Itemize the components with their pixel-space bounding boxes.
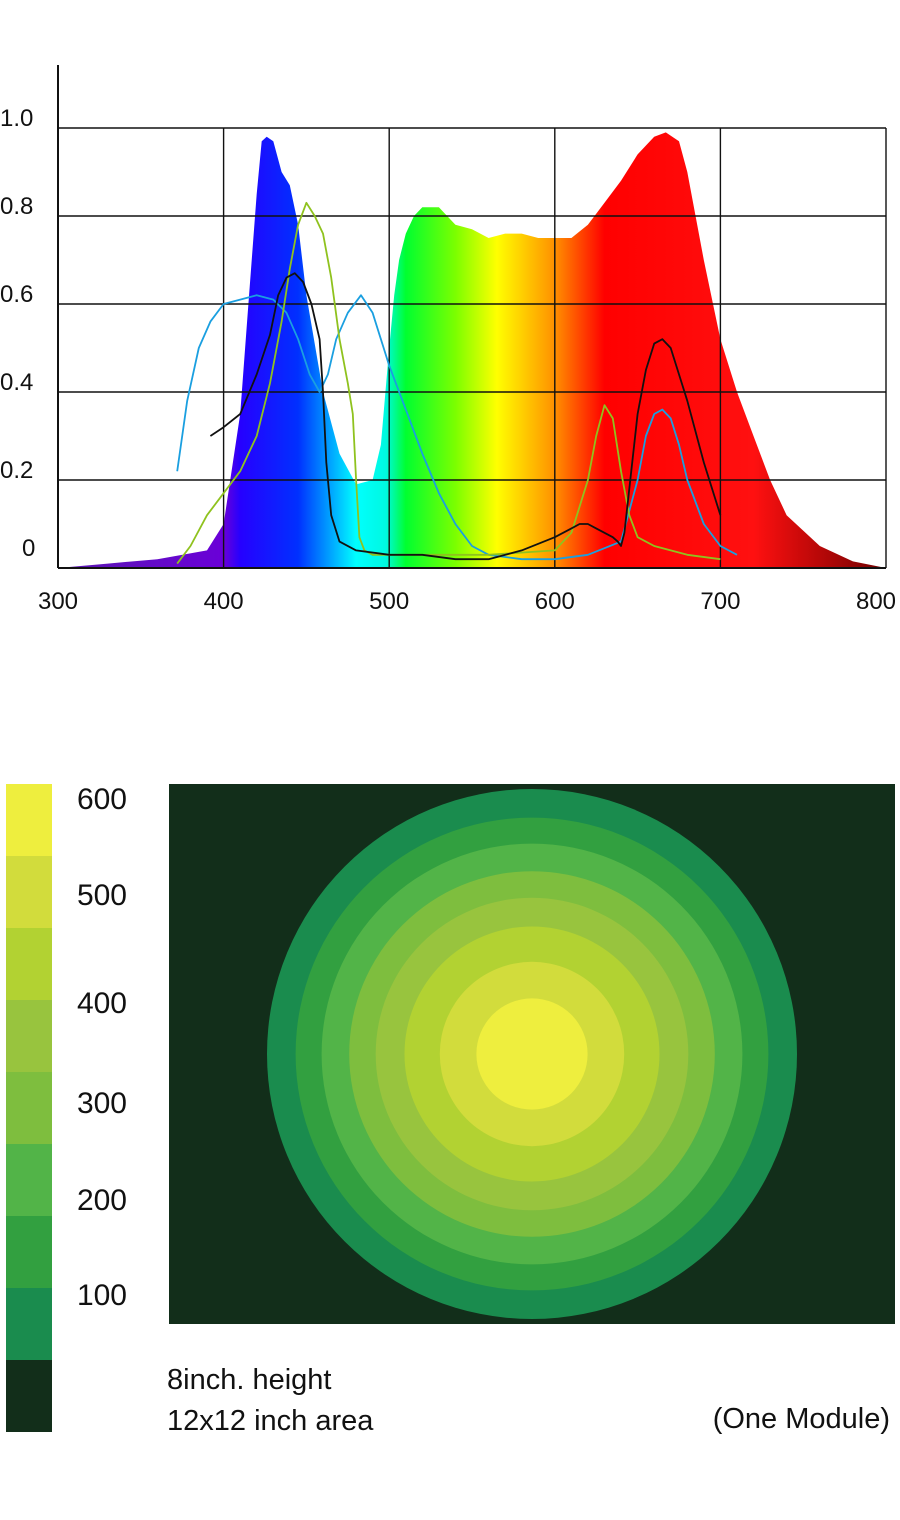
legend-swatch: [6, 1144, 52, 1216]
response-curve-2: [176, 201, 721, 565]
legend-label-400: 400: [76, 987, 127, 1020]
x-tick-labels: 300 400 500 600 700 800: [38, 588, 896, 615]
grid: [58, 127, 887, 568]
spectrum-chart: 0 0.2 0.4 0.6 0.8 1.0 300 400 500 600 700 800: [0, 65, 896, 615]
y-tick-label: 0.6: [0, 281, 33, 308]
x-tick-label: 500: [369, 588, 409, 615]
y-tick-label: 1.0: [0, 105, 33, 132]
x-tick-label: 600: [535, 588, 575, 615]
legend-label-600: 600: [76, 783, 127, 816]
response-curve-1: [176, 294, 738, 561]
ppfd-rings: [267, 789, 797, 1319]
caption-height: 8inch. height: [167, 1364, 332, 1396]
legend-swatch: [6, 856, 52, 928]
y-tick-label: 0.8: [0, 193, 33, 220]
caption-area: 12x12 inch area: [167, 1405, 374, 1437]
x-tick-label: 300: [38, 588, 78, 615]
response-curves: [176, 201, 738, 565]
legend-label-300: 300: [76, 1087, 127, 1120]
legend-swatch: [6, 784, 52, 856]
legend-swatch: [6, 1000, 52, 1072]
x-tick-label: 800: [856, 588, 896, 615]
legend-swatch: [6, 1072, 52, 1144]
legend-swatch: [6, 928, 52, 1000]
y-tick-label: 0: [22, 535, 35, 562]
legend-label-100: 100: [76, 1279, 127, 1312]
y-tick-label: 0.4: [0, 369, 33, 396]
ppfd-ring-7: [476, 998, 588, 1110]
caption-one-module: (One Module): [712, 1403, 890, 1435]
legend-label-200: 200: [76, 1184, 127, 1217]
x-tick-label: 400: [204, 588, 244, 615]
legend-swatch: [6, 1216, 52, 1288]
legend-swatch: [6, 1360, 52, 1432]
y-tick-label: 0.2: [0, 457, 33, 484]
ppfd-legend-bar: [6, 784, 52, 1432]
ppfd-distribution-map: [169, 784, 895, 1324]
legend-label-500: 500: [76, 879, 127, 912]
legend-swatch: [6, 1288, 52, 1360]
x-tick-label: 700: [700, 588, 740, 615]
y-tick-labels: 0 0.2 0.4 0.6 0.8 1.0: [0, 105, 35, 562]
spectrum-area: [58, 132, 886, 568]
response-curve-3: [209, 272, 722, 561]
